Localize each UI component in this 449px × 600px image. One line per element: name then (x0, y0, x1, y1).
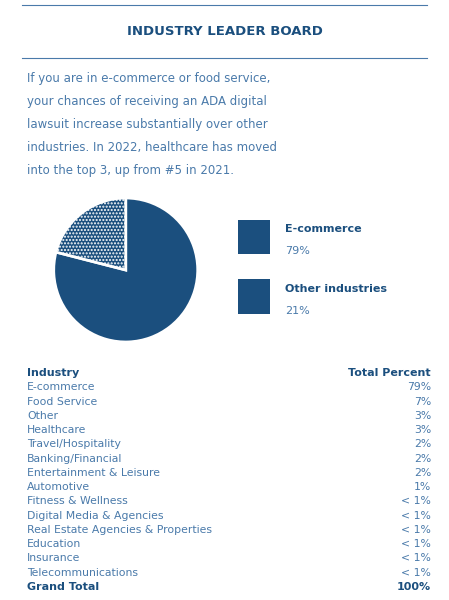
Text: Automotive: Automotive (27, 482, 90, 492)
Text: < 1%: < 1% (401, 511, 431, 521)
Text: < 1%: < 1% (401, 553, 431, 563)
Text: 100%: 100% (397, 582, 431, 592)
Text: 2%: 2% (414, 454, 431, 464)
Text: Real Estate Agencies & Properties: Real Estate Agencies & Properties (27, 525, 212, 535)
Bar (238, 220, 269, 254)
Text: Other: Other (27, 411, 58, 421)
Text: < 1%: < 1% (401, 539, 431, 549)
Text: Banking/Financial: Banking/Financial (27, 454, 122, 464)
Bar (238, 280, 269, 314)
Text: < 1%: < 1% (401, 496, 431, 506)
Text: Healthcare: Healthcare (27, 425, 86, 435)
Text: E-commerce: E-commerce (27, 382, 96, 392)
Text: 3%: 3% (414, 411, 431, 421)
Text: < 1%: < 1% (401, 568, 431, 578)
Text: 1%: 1% (414, 482, 431, 492)
Text: Fitness & Wellness: Fitness & Wellness (27, 496, 128, 506)
Text: into the top 3, up from #5 in 2021.: into the top 3, up from #5 in 2021. (27, 164, 234, 177)
Text: Telecommunications: Telecommunications (27, 568, 138, 578)
Text: 79%: 79% (407, 382, 431, 392)
Text: INDUSTRY LEADER BOARD: INDUSTRY LEADER BOARD (127, 25, 322, 38)
Text: industries. In 2022, healthcare has moved: industries. In 2022, healthcare has move… (27, 141, 277, 154)
Text: Industry: Industry (27, 368, 79, 378)
Text: Insurance: Insurance (27, 553, 80, 563)
Text: 79%: 79% (286, 246, 310, 256)
Text: Digital Media & Agencies: Digital Media & Agencies (27, 511, 163, 521)
Text: Grand Total: Grand Total (27, 582, 99, 592)
Text: 2%: 2% (414, 439, 431, 449)
Text: If you are in e-commerce or food service,: If you are in e-commerce or food service… (27, 72, 270, 85)
Text: Travel/Hospitality: Travel/Hospitality (27, 439, 121, 449)
Text: 2%: 2% (414, 468, 431, 478)
Text: Entertainment & Leisure: Entertainment & Leisure (27, 468, 160, 478)
Text: 3%: 3% (414, 425, 431, 435)
Text: Food Service: Food Service (27, 397, 97, 407)
Text: Total Percent: Total Percent (348, 368, 431, 378)
Text: < 1%: < 1% (401, 525, 431, 535)
Wedge shape (54, 198, 198, 342)
Text: your chances of receiving an ADA digital: your chances of receiving an ADA digital (27, 95, 267, 108)
Text: 21%: 21% (286, 305, 310, 316)
Wedge shape (56, 198, 126, 270)
Text: lawsuit increase substantially over other: lawsuit increase substantially over othe… (27, 118, 268, 131)
Text: E-commerce: E-commerce (286, 224, 362, 235)
Text: Education: Education (27, 539, 81, 549)
Text: 7%: 7% (414, 397, 431, 407)
Text: Other industries: Other industries (286, 284, 387, 294)
